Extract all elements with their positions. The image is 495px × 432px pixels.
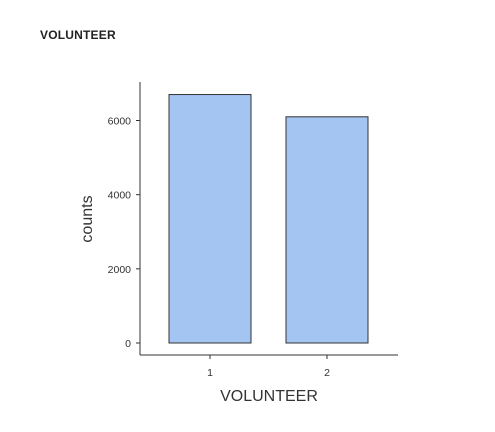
y-tick-label: 6000 <box>108 116 132 128</box>
y-tick-label: 4000 <box>108 190 132 202</box>
bar-1 <box>168 94 252 344</box>
y-axis-title: counts <box>79 195 96 242</box>
page-title: VOLUNTEER <box>40 28 116 42</box>
y-ticks-group: 0 2000 4000 6000 <box>108 116 140 350</box>
x-tick-label: 1 <box>207 367 213 379</box>
x-tick-label: 2 <box>324 367 330 379</box>
bar-2 <box>285 116 369 344</box>
y-tick-label: 0 <box>125 338 131 350</box>
y-tick-label: 2000 <box>108 264 132 276</box>
x-axis-title: VOLUNTEER <box>220 388 318 405</box>
bars-group <box>168 94 369 344</box>
